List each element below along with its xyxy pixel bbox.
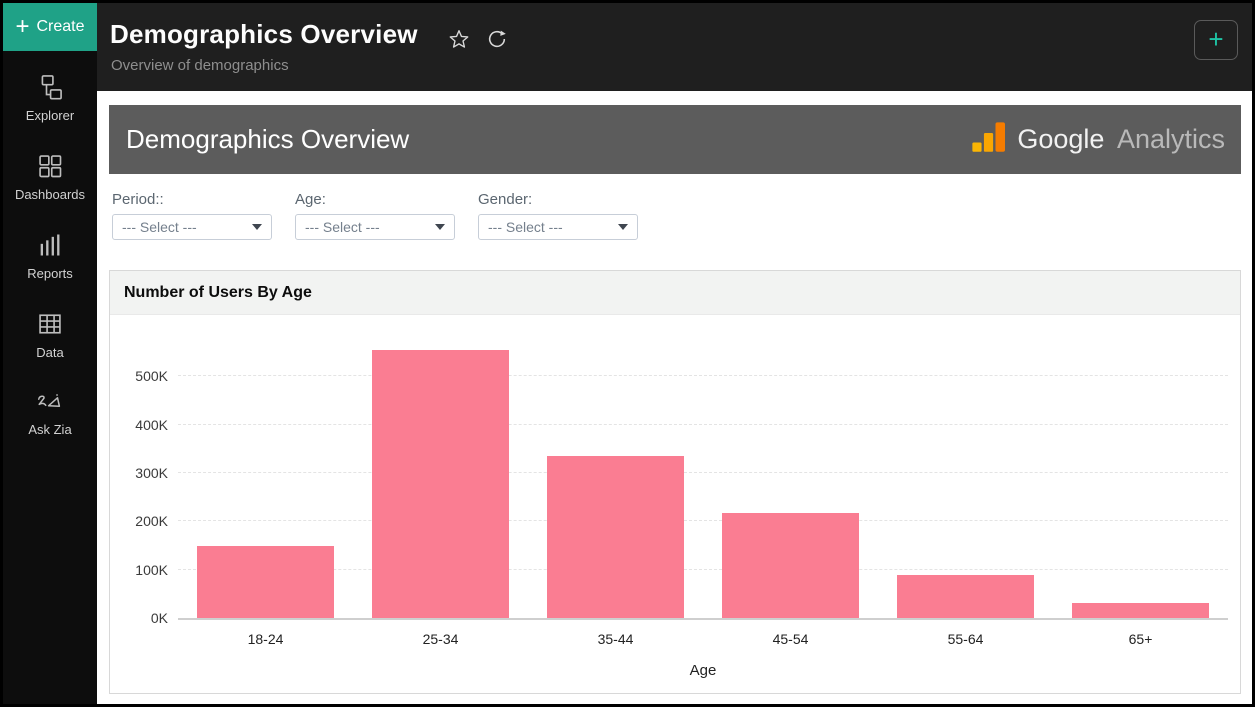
sidebar-item-label: Explorer xyxy=(25,108,75,123)
filter-gender: Gender: --- Select --- xyxy=(478,191,638,240)
chart-header: Number of Users By Age xyxy=(110,271,1240,315)
title-action-icons xyxy=(447,27,509,51)
chart-title: Number of Users By Age xyxy=(124,283,312,301)
bar-series xyxy=(178,341,1228,618)
x-axis-tick-label: 18-24 xyxy=(247,631,284,647)
sidebar-item-label: Data xyxy=(36,345,64,360)
add-widget-button[interactable]: + xyxy=(1194,20,1238,60)
chart-panel: Number of Users By Age 0K 100K 200K 300K 400… xyxy=(109,270,1241,694)
age-select[interactable]: --- Select --- xyxy=(295,214,455,240)
bar-column xyxy=(703,341,878,618)
google-analytics-wordmark: Google Analytics xyxy=(1017,124,1225,155)
dropdown-caret-icon xyxy=(252,224,262,230)
sidebar-item-ask-zia[interactable]: Ask Zia xyxy=(3,389,97,437)
favorite-star-icon[interactable] xyxy=(447,27,471,51)
sidebar-item-dashboards[interactable]: Dashboards xyxy=(3,152,97,202)
gridline xyxy=(178,375,1228,377)
plus-icon: + xyxy=(15,13,30,40)
banner-title: Demographics Overview xyxy=(126,124,410,154)
sidebar-item-data[interactable]: Data xyxy=(3,310,97,360)
x-axis-tick-label: 65+ xyxy=(1128,631,1153,647)
bar-55-64[interactable] xyxy=(897,575,1034,618)
bar-column xyxy=(1053,341,1228,618)
period-select[interactable]: --- Select --- xyxy=(112,214,272,240)
google-analytics-logo: Google Analytics xyxy=(970,118,1225,161)
x-axis-tick-label: 35-44 xyxy=(597,631,634,647)
sidebar-item-reports[interactable]: Reports xyxy=(3,231,97,281)
gridline xyxy=(178,423,1228,425)
page-subtitle: Overview of demographics xyxy=(111,57,289,74)
select-value: --- Select --- xyxy=(305,219,380,235)
gender-select[interactable]: --- Select --- xyxy=(478,214,638,240)
sidebar-item-label: Reports xyxy=(27,266,73,281)
bar-18-24[interactable] xyxy=(197,545,334,618)
chart-plot: 0K 100K 200K 300K 400K 500K xyxy=(135,341,1228,626)
filter-row: Period:: --- Select --- Age: --- Select … xyxy=(112,191,1241,240)
bar-column xyxy=(353,341,528,618)
page-title: Demographics Overview xyxy=(110,19,418,49)
select-value: --- Select --- xyxy=(122,219,197,235)
bar-65+[interactable] xyxy=(1072,602,1209,618)
x-axis-tick-label: 55-64 xyxy=(947,631,984,647)
gridline xyxy=(178,568,1228,570)
sidebar-item-label: Ask Zia xyxy=(28,422,72,437)
bar-column xyxy=(528,341,703,618)
select-value: --- Select --- xyxy=(488,219,563,235)
bar-column xyxy=(178,341,353,618)
main-content: Demographics Overview Google Analytics P… xyxy=(97,91,1252,704)
sidebar-item-explorer[interactable]: Explorer xyxy=(3,73,97,123)
y-axis-tick-label: 300K xyxy=(135,464,168,481)
filter-label: Age: xyxy=(295,191,326,208)
sidebar-nav: Explorer Dashboards Reports xyxy=(3,73,97,466)
create-button[interactable]: + Create xyxy=(3,3,97,51)
ask-zia-icon xyxy=(35,389,65,415)
y-axis-tick-label: 200K xyxy=(135,513,168,530)
gridline xyxy=(178,520,1228,522)
y-axis-tick-label: 400K xyxy=(135,416,168,433)
chart-body: 0K 100K 200K 300K 400K 500K 18-24 25-34 35-44 45… xyxy=(110,315,1240,693)
dashboards-icon xyxy=(36,152,64,180)
sidebar-item-label: Dashboards xyxy=(14,187,86,202)
x-axis-tick-label: 45-54 xyxy=(772,631,809,647)
reports-icon xyxy=(36,231,64,259)
y-axis-tick-label: 100K xyxy=(135,561,168,578)
y-axis-tick-label: 0K xyxy=(150,610,168,626)
bar-35-44[interactable] xyxy=(547,456,684,618)
filter-label: Period:: xyxy=(112,191,164,208)
data-icon xyxy=(36,310,64,338)
sidebar: + Create Explorer Dash xyxy=(3,3,97,704)
brand-analytics: Analytics xyxy=(1116,124,1225,154)
y-axis-tick-label: 500K xyxy=(135,368,168,385)
dropdown-caret-icon xyxy=(618,224,628,230)
filter-period: Period:: --- Select --- xyxy=(112,191,272,240)
bar-25-34[interactable] xyxy=(372,349,509,618)
dropdown-caret-icon xyxy=(435,224,445,230)
create-button-label: Create xyxy=(36,18,85,35)
google-analytics-icon xyxy=(970,118,1008,161)
explorer-icon xyxy=(36,73,64,101)
x-axis-tick-label: 25-34 xyxy=(422,631,459,647)
x-axis-title: Age xyxy=(689,662,717,679)
filter-label: Gender: xyxy=(478,191,533,208)
top-header-bar: Demographics Overview Overview of demogr… xyxy=(97,3,1252,91)
chart-xlabels: 18-24 25-34 35-44 45-54 55-64 65+ xyxy=(178,631,1228,647)
filter-age: Age: --- Select --- xyxy=(295,191,455,240)
bar-column xyxy=(878,341,1053,618)
gridline xyxy=(178,471,1228,473)
refresh-icon[interactable] xyxy=(485,27,509,51)
bar-45-54[interactable] xyxy=(722,512,859,618)
dashboard-banner: Demographics Overview Google Analytics xyxy=(109,105,1241,174)
brand-google: Google xyxy=(1017,124,1105,154)
